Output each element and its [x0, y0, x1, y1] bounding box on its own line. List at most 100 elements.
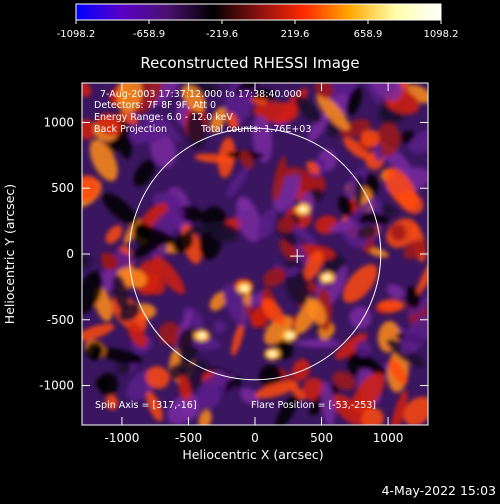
texture-blob [390, 390, 408, 425]
solar-limb-circle [128, 127, 382, 381]
texture-blob [150, 132, 177, 168]
texture-blob [82, 253, 91, 269]
texture-blob [272, 156, 287, 202]
texture-blob [377, 299, 405, 312]
texture-blob [320, 381, 336, 425]
texture-blob [133, 159, 156, 187]
texture-blob [291, 385, 306, 401]
x-tick-label: 0 [251, 431, 259, 445]
texture-blob [292, 358, 310, 382]
x-axis-ticks: -1000 -500 0 500 1000 [104, 83, 403, 445]
texture-blob [355, 173, 364, 209]
colorbar-tick-label: 1098.2 [424, 29, 459, 40]
texture-blob [105, 394, 119, 411]
texture-blob [112, 274, 129, 311]
annotation-total-counts: Total counts: 1.76E+03 [200, 124, 311, 135]
x-tick-label: -1000 [104, 431, 139, 445]
texture-blob [388, 359, 408, 385]
texture-blob [316, 93, 350, 131]
texture-blob [96, 113, 123, 136]
texture-hotspot-core [285, 332, 294, 339]
heatmap-field [82, 83, 428, 425]
texture-blob [325, 265, 348, 308]
texture-blob [261, 298, 286, 326]
texture-blob [111, 253, 134, 276]
y-axis-label: Heliocentric Y (arcsec) [2, 184, 17, 324]
colorbar-tick-label: 219.6 [281, 29, 310, 40]
solar-limb [128, 127, 382, 381]
texture-blob [119, 112, 139, 125]
texture-blob [237, 196, 251, 212]
annotation-time-range: 7-Aug-2003 17:37:12.000 to 17:38:40.000 [100, 89, 302, 100]
texture-blob [254, 380, 299, 399]
y-tick-label: -1000 [39, 379, 74, 393]
texture-blob [194, 153, 233, 164]
texture-blob [180, 398, 197, 417]
texture-blob [146, 391, 163, 422]
footer-timestamp: 4-May-2022 15:03 [382, 483, 496, 498]
texture-blob [117, 83, 143, 114]
texture-blob [201, 386, 221, 408]
texture-blob [304, 250, 324, 280]
texture-blob [346, 87, 363, 116]
annotation-energy-range: Energy Range: 6.0 - 12.0 keV [94, 112, 233, 123]
texture-blob [210, 106, 227, 133]
texture-blob [105, 225, 123, 244]
texture-blob [329, 220, 354, 234]
texture-blob [377, 204, 398, 216]
texture-blob [133, 225, 175, 245]
texture-blob [342, 264, 378, 304]
texture-blob [332, 394, 367, 425]
texture-blob [101, 256, 119, 271]
texture-blob [181, 84, 206, 113]
texture-blob [332, 371, 356, 390]
texture-blob [98, 347, 143, 364]
texture-blob [102, 192, 138, 225]
y-tick-label: 500 [51, 181, 74, 195]
y-axis-ticks: -1000 -500 0 500 1000 [39, 115, 428, 393]
texture-blob [263, 315, 293, 345]
texture-blob [279, 239, 297, 260]
texture-blob [106, 138, 122, 152]
y-tick-label: 1000 [43, 115, 74, 129]
texture-blob [89, 139, 118, 182]
texture-blob [177, 328, 199, 363]
texture-blob [185, 220, 227, 235]
texture-blob [209, 291, 227, 311]
texture-blob [296, 339, 341, 348]
spin-axis-label: Spin Axis = [317,-16] [95, 400, 197, 411]
texture-blob [302, 377, 325, 401]
texture-blob [91, 345, 102, 362]
texture-blob [128, 126, 165, 144]
texture-blob [372, 83, 403, 101]
texture-blob [257, 208, 278, 239]
texture-blob [400, 130, 415, 144]
texture-blob [361, 407, 384, 425]
texture-blob [355, 340, 372, 358]
texture-blob [239, 150, 254, 170]
colorbar-ticks: -1098.2 -658.9 -219.6 219.6 658.9 1098.2 [57, 20, 459, 40]
colorbar-tick-label: -658.9 [133, 29, 165, 40]
texture-blob [416, 259, 428, 295]
texture-blob [357, 225, 378, 239]
texture-blob [82, 323, 115, 342]
texture-blob [132, 239, 164, 258]
colorbar-tick-label: 658.9 [354, 29, 383, 40]
texture-blob [186, 110, 206, 150]
texture-blob [306, 297, 327, 325]
chart-title: Reconstructed RHESSI Image [140, 54, 359, 72]
texture-hotspot-core [197, 332, 206, 339]
y-tick-label: 0 [66, 247, 74, 261]
texture-blob [351, 372, 385, 414]
texture-blob [116, 362, 131, 375]
texture-blob [360, 129, 380, 148]
y-tick-label: -500 [47, 313, 74, 327]
texture-blob [306, 161, 320, 175]
texture-blob [384, 167, 418, 209]
texture-blob [172, 233, 194, 253]
texture-blob [210, 224, 239, 243]
texture-hotspot-core [240, 285, 249, 292]
texture-blob [259, 364, 282, 387]
texture-blob [390, 223, 407, 242]
